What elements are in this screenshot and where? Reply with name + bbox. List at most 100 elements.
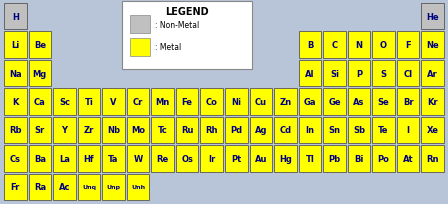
Text: Na: Na [9,69,22,78]
Text: Xe: Xe [427,126,439,135]
FancyBboxPatch shape [130,16,150,34]
Text: Cu: Cu [255,98,267,106]
FancyBboxPatch shape [200,145,223,172]
Text: S: S [381,69,387,78]
FancyBboxPatch shape [176,89,198,115]
Text: Cd: Cd [279,126,292,135]
Text: Po: Po [378,154,390,163]
Text: As: As [353,98,365,106]
FancyBboxPatch shape [78,117,100,143]
FancyBboxPatch shape [29,89,51,115]
Text: Kr: Kr [427,98,438,106]
FancyBboxPatch shape [151,89,174,115]
FancyBboxPatch shape [299,145,321,172]
Text: Ni: Ni [231,98,241,106]
Text: Te: Te [379,126,389,135]
FancyBboxPatch shape [176,117,198,143]
FancyBboxPatch shape [372,117,395,143]
FancyBboxPatch shape [176,145,198,172]
FancyBboxPatch shape [29,61,51,87]
FancyBboxPatch shape [348,89,370,115]
Text: Sn: Sn [328,126,340,135]
Text: Ca: Ca [34,98,46,106]
Text: : Metal: : Metal [155,43,181,52]
Text: V: V [110,98,117,106]
FancyBboxPatch shape [397,61,419,87]
FancyBboxPatch shape [122,2,252,70]
FancyBboxPatch shape [78,145,100,172]
FancyBboxPatch shape [200,117,223,143]
Text: Ne: Ne [426,41,439,50]
Text: Sr: Sr [34,126,45,135]
FancyBboxPatch shape [422,61,444,87]
Text: Au: Au [254,154,267,163]
Text: Be: Be [34,41,46,50]
FancyBboxPatch shape [372,61,395,87]
Text: H: H [12,13,19,22]
FancyBboxPatch shape [348,61,370,87]
Text: Pt: Pt [231,154,241,163]
Text: Fe: Fe [182,98,193,106]
FancyBboxPatch shape [250,117,272,143]
Text: Rh: Rh [206,126,218,135]
Text: Re: Re [156,154,169,163]
FancyBboxPatch shape [102,145,125,172]
FancyBboxPatch shape [225,145,248,172]
Text: Cr: Cr [133,98,143,106]
FancyBboxPatch shape [422,89,444,115]
Text: Li: Li [11,41,19,50]
Text: P: P [356,69,362,78]
FancyBboxPatch shape [127,174,149,200]
Text: Se: Se [378,98,389,106]
FancyBboxPatch shape [151,117,174,143]
Text: Al: Al [305,69,314,78]
FancyBboxPatch shape [323,89,346,115]
Text: He: He [426,13,439,22]
Text: I: I [407,126,409,135]
FancyBboxPatch shape [4,32,26,59]
Text: Ra: Ra [34,182,46,191]
Text: Nb: Nb [107,126,120,135]
FancyBboxPatch shape [127,117,149,143]
Text: Hf: Hf [84,154,94,163]
Text: At: At [403,154,414,163]
FancyBboxPatch shape [323,61,346,87]
FancyBboxPatch shape [299,117,321,143]
Text: Hg: Hg [279,154,292,163]
Text: Tc: Tc [158,126,168,135]
Text: Ag: Ag [254,126,267,135]
Text: Pd: Pd [230,126,242,135]
FancyBboxPatch shape [348,32,370,59]
Text: Ac: Ac [59,182,70,191]
Text: Mg: Mg [33,69,47,78]
FancyBboxPatch shape [299,89,321,115]
FancyBboxPatch shape [323,145,346,172]
FancyBboxPatch shape [4,89,26,115]
FancyBboxPatch shape [4,61,26,87]
FancyBboxPatch shape [422,32,444,59]
Text: La: La [59,154,70,163]
Text: O: O [380,41,387,50]
Text: Ba: Ba [34,154,46,163]
FancyBboxPatch shape [102,174,125,200]
FancyBboxPatch shape [4,117,26,143]
Text: Ge: Ge [328,98,341,106]
FancyBboxPatch shape [397,145,419,172]
FancyBboxPatch shape [225,89,248,115]
Text: Fr: Fr [11,182,20,191]
Text: Ru: Ru [181,126,194,135]
FancyBboxPatch shape [127,145,149,172]
FancyBboxPatch shape [53,117,76,143]
Text: Sb: Sb [353,126,365,135]
Text: N: N [356,41,362,50]
FancyBboxPatch shape [397,32,419,59]
FancyBboxPatch shape [29,145,51,172]
FancyBboxPatch shape [4,145,26,172]
Text: Ta: Ta [108,154,119,163]
Text: Ar: Ar [427,69,438,78]
FancyBboxPatch shape [53,89,76,115]
Text: Cl: Cl [404,69,413,78]
FancyBboxPatch shape [29,32,51,59]
FancyBboxPatch shape [323,117,346,143]
Text: Bi: Bi [354,154,364,163]
